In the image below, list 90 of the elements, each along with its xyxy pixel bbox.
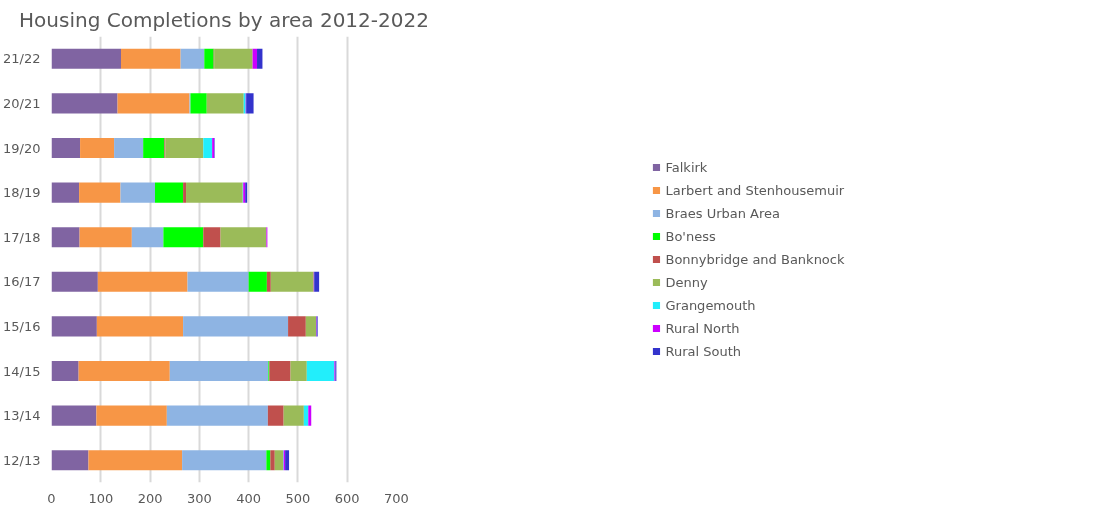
bar (169, 360, 269, 382)
y-tick-label: 21/22 (3, 51, 41, 67)
bar (306, 360, 335, 382)
bar (120, 48, 181, 69)
y-tick-label: 18/19 (3, 185, 41, 201)
chart-title: Housing Completions by area 2012-2022 (19, 7, 429, 32)
legend-label: Braes Urban Area (665, 205, 780, 221)
bar (248, 271, 267, 292)
bar (190, 93, 207, 114)
legend-label: Grangemouth (665, 297, 756, 313)
bar (288, 316, 306, 337)
bar (308, 405, 312, 426)
bar (163, 227, 204, 248)
bar (131, 227, 164, 248)
bar (51, 93, 118, 114)
bar (96, 405, 167, 426)
bar (314, 271, 320, 292)
x-tick-label: 600 (334, 490, 360, 506)
bar (266, 450, 271, 471)
bar (96, 316, 184, 337)
bar (186, 182, 243, 203)
x-tick-label: 100 (88, 490, 114, 506)
y-tick-label: 17/18 (3, 229, 41, 245)
bar (51, 227, 80, 248)
bar (78, 360, 170, 382)
y-tick-label: 16/17 (3, 274, 41, 290)
bar (305, 316, 317, 337)
bar (79, 182, 121, 203)
bar (183, 316, 289, 337)
y-tick-label: 12/13 (3, 452, 41, 468)
x-tick-label: 300 (186, 490, 212, 506)
legend-label: Falkirk (665, 159, 708, 175)
bar (51, 182, 80, 203)
bar (283, 405, 304, 426)
y-tick-label: 14/15 (3, 363, 41, 379)
bar (214, 48, 253, 69)
bar (203, 227, 221, 248)
bar (117, 93, 190, 114)
bar (267, 405, 284, 426)
bar (269, 360, 291, 382)
legend-label: Rural South (665, 343, 742, 359)
bar (303, 405, 309, 426)
bar (285, 450, 290, 471)
bar (274, 450, 284, 471)
legend-label: Denny (665, 274, 708, 290)
bar (252, 48, 258, 69)
bar (246, 93, 254, 114)
bar (266, 271, 271, 292)
bar (114, 137, 144, 159)
bar (290, 360, 307, 382)
y-tick-label: 19/20 (3, 140, 41, 156)
bar (187, 271, 249, 292)
x-tick-label: 700 (384, 490, 409, 506)
bar (80, 137, 115, 159)
x-tick-label: 200 (137, 490, 163, 506)
y-tick-label: 13/14 (3, 408, 41, 424)
legend-label: Bo'ness (665, 228, 716, 244)
bar (183, 182, 187, 203)
bar (155, 182, 184, 203)
bar (51, 137, 81, 159)
bar (51, 271, 98, 292)
bar (51, 360, 79, 382)
bar (51, 316, 97, 337)
legend-label: Rural North (665, 320, 740, 336)
bar (51, 48, 121, 69)
bar (270, 450, 275, 471)
bar (51, 450, 89, 471)
bar (270, 271, 314, 292)
bar (79, 227, 132, 248)
bar (220, 227, 267, 248)
bar (165, 137, 204, 159)
bar (120, 182, 155, 203)
bar (51, 405, 97, 426)
x-tick-label: 500 (285, 490, 311, 506)
bar (143, 137, 165, 159)
bar (182, 450, 267, 471)
bar (180, 48, 205, 69)
bar (257, 48, 263, 69)
y-tick-label: 20/21 (3, 95, 41, 111)
y-tick-label: 15/16 (3, 318, 41, 334)
bar (203, 137, 213, 159)
legend-label: Bonnybridge and Banknock (665, 251, 845, 267)
legend-label: Larbert and Stenhousemuir (665, 182, 845, 198)
x-tick-label: 0 (47, 490, 56, 506)
bar (88, 450, 183, 471)
x-tick-label: 400 (236, 490, 262, 506)
bar (204, 48, 214, 69)
bar (206, 93, 244, 114)
bar (166, 405, 268, 426)
bar (97, 271, 188, 292)
